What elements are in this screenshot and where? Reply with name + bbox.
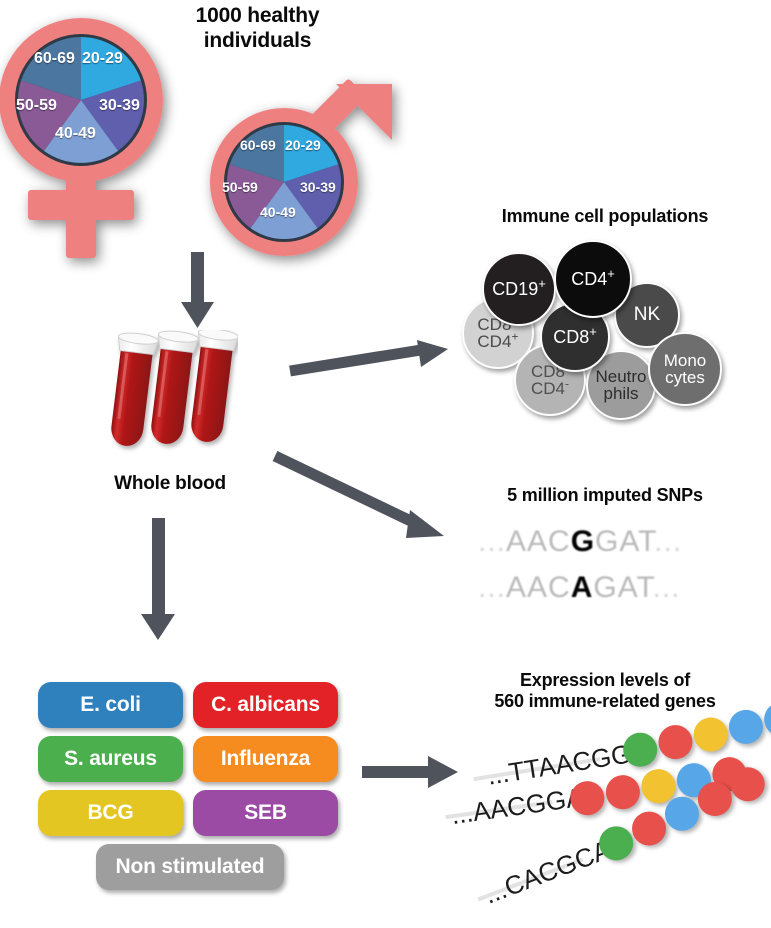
snp-prefix-2: ... bbox=[478, 571, 507, 604]
dna-bead bbox=[655, 722, 695, 762]
snp-right-1: GAT bbox=[595, 525, 655, 558]
snp-row-2: ...AACAGAT... bbox=[478, 571, 681, 605]
male-symbol: 20-29 30-39 40-49 50-59 60-69 bbox=[196, 79, 406, 272]
snp-left-1: AAC bbox=[506, 525, 571, 558]
arrow-stimuli-to-expression bbox=[362, 755, 460, 791]
arrow-blood-to-snps bbox=[272, 451, 452, 547]
stimulus-bcg[interactable]: BCG bbox=[38, 790, 183, 836]
stimulus-label-non-stimulated: Non stimulated bbox=[115, 855, 265, 878]
title-expression-line2: 560 immune-related genes bbox=[494, 691, 716, 712]
cell-cd4: CD4+ bbox=[554, 240, 632, 318]
stimulus-s-aureus[interactable]: S. aureus bbox=[38, 736, 183, 782]
female-symbol: 20-29 30-39 40-49 50-59 60-69 bbox=[0, 8, 206, 268]
expression-dna-block: ...TTAACGG ...AACGGAT ...CACGCAA bbox=[445, 699, 771, 920]
dna-bead bbox=[691, 715, 731, 754]
stimulus-label-seb: SEB bbox=[244, 801, 287, 824]
stimulus-label-s-aureus: S. aureus bbox=[64, 747, 157, 770]
snp-variant-2: A bbox=[570, 571, 594, 604]
stimulus-label-c-albicans: C. albicans bbox=[211, 693, 320, 716]
section-title-immune: Immune cell populations bbox=[501, 206, 709, 226]
arrow-blood-to-immune bbox=[288, 340, 453, 382]
dna-bead bbox=[761, 699, 771, 739]
snp-left-2: AAC bbox=[506, 571, 571, 604]
stimulus-c-albicans[interactable]: C. albicans bbox=[193, 682, 338, 728]
snp-right-2: GAT bbox=[593, 571, 653, 604]
cell-label-neutrophils: Neutro phils bbox=[595, 366, 647, 403]
label-whole-blood: Whole blood bbox=[114, 473, 226, 494]
cell-label-cd8: CD8+ bbox=[553, 323, 597, 347]
cell-label-cd4: CD4+ bbox=[571, 265, 615, 289]
snp-prefix-1: ... bbox=[478, 525, 507, 558]
age-pie-female bbox=[18, 37, 144, 163]
snp-variant-1: G bbox=[570, 525, 596, 558]
section-title-snps: 5 million imputed SNPs bbox=[507, 485, 703, 505]
stimulus-label-influenza: Influenza bbox=[220, 747, 311, 770]
title-expression-line1: Expression levels of bbox=[519, 670, 691, 690]
title-individuals-line2: individuals bbox=[203, 28, 312, 52]
arrow-blood-to-stimuli bbox=[138, 518, 180, 642]
blood-tubes-icon bbox=[108, 328, 239, 470]
stimulus-influenza[interactable]: Influenza bbox=[193, 736, 338, 782]
cell-label-cd19: CD19+ bbox=[492, 275, 546, 299]
stimulus-label-bcg: BCG bbox=[87, 801, 134, 824]
title-individuals-line1: 1000 healthy bbox=[195, 4, 320, 27]
dna-bead bbox=[726, 707, 766, 747]
cell-label-monocytes: Mono cytes bbox=[663, 350, 707, 387]
cell-cd19: CD19+ bbox=[482, 252, 556, 326]
page-title-individuals: 1000 healthy individuals bbox=[160, 4, 355, 54]
age-pie-male bbox=[227, 125, 341, 239]
section-title-expression: Expression levels of 560 immune-related … bbox=[450, 670, 760, 712]
cell-monocytes: Mono cytes bbox=[648, 332, 722, 406]
snp-sequence-block: ...AACGGAT... ...AACAGAT... bbox=[470, 525, 750, 620]
snp-suffix-2: ... bbox=[652, 571, 681, 604]
stimulus-non-stimulated[interactable]: Non stimulated bbox=[96, 844, 284, 890]
stimulus-label-e-coli: E. coli bbox=[80, 693, 141, 716]
stimulus-seb[interactable]: SEB bbox=[193, 790, 338, 836]
arrow-cohort-to-blood bbox=[178, 252, 218, 330]
snp-row-1: ...AACGGAT... bbox=[478, 525, 682, 559]
stimulus-e-coli[interactable]: E. coli bbox=[38, 682, 183, 728]
cell-label-nk: NK bbox=[633, 304, 661, 326]
snp-suffix-1: ... bbox=[654, 525, 683, 558]
